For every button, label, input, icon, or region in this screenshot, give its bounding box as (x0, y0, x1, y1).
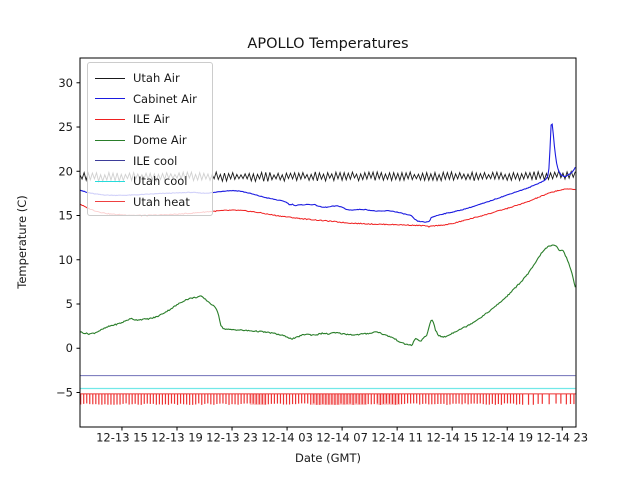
legend-item: Utah heat (95, 192, 212, 213)
x-tick-label: 12-14 03 (261, 431, 313, 445)
series-utah-heat (80, 393, 576, 405)
heater-on-block (249, 393, 267, 405)
legend-line-sample (95, 139, 125, 141)
legend-line-sample (95, 98, 125, 100)
y-tick-label: 5 (66, 297, 73, 311)
legend-label: Utah cool (133, 174, 188, 189)
legend-label: Utah heat (133, 194, 190, 209)
legend-item: Dome Air (95, 130, 212, 151)
legend-label: Utah Air (133, 71, 180, 86)
y-tick-label: 20 (58, 164, 73, 178)
legend-item: Cabinet Air (95, 89, 212, 110)
heater-on-block (311, 393, 367, 405)
legend-line-sample (95, 77, 125, 79)
y-axis-label: Temperature (C) (15, 195, 29, 290)
legend-item: Utah cool (95, 171, 212, 192)
x-axis-ticks: 12-13 15 12-13 19 12-13 23 12-14 03 12-14 07… (96, 427, 588, 445)
x-tick-label: 12-14 07 (316, 431, 368, 445)
legend-item: Utah Air (95, 68, 212, 89)
legend-line-sample (95, 201, 125, 203)
y-tick-label: 10 (58, 253, 73, 267)
legend-label: ILE Air (133, 112, 170, 127)
y-axis-ticks: 30 25 20 15 10 5 0 −5 (56, 76, 80, 399)
x-tick-label: 12-14 19 (481, 431, 533, 445)
legend-line-sample (95, 160, 125, 162)
x-tick-label: 12-14 11 (371, 431, 423, 445)
chart-title: APOLLO Temperatures (247, 36, 408, 52)
series-dome-air (80, 244, 576, 347)
plot-frame (79, 57, 577, 428)
y-tick-label: −5 (56, 385, 73, 399)
legend-line-sample (95, 118, 125, 120)
legend-item: ILE cool (95, 150, 212, 171)
y-tick-label: 30 (58, 76, 73, 90)
heater-on-block (376, 393, 400, 405)
x-tick-label: 12-13 23 (206, 431, 258, 445)
x-tick-label: 12-13 15 (96, 431, 148, 445)
legend: Utah Air Cabinet Air ILE Air Dome Air ILE co… (87, 62, 213, 216)
y-tick-label: 0 (66, 341, 73, 355)
legend-label: Dome Air (133, 133, 187, 148)
y-tick-label: 25 (58, 120, 73, 134)
legend-label: ILE cool (133, 153, 178, 168)
x-tick-label: 12-14 15 (426, 431, 478, 445)
x-tick-label: 12-13 19 (151, 431, 203, 445)
x-tick-label: 12-14 23 (536, 431, 588, 445)
legend-item: ILE Air (95, 109, 212, 130)
x-axis-label: Date (GMT) (295, 451, 361, 465)
legend-label: Cabinet Air (133, 91, 197, 106)
legend-line-sample (95, 180, 125, 182)
y-tick-label: 15 (58, 209, 73, 223)
